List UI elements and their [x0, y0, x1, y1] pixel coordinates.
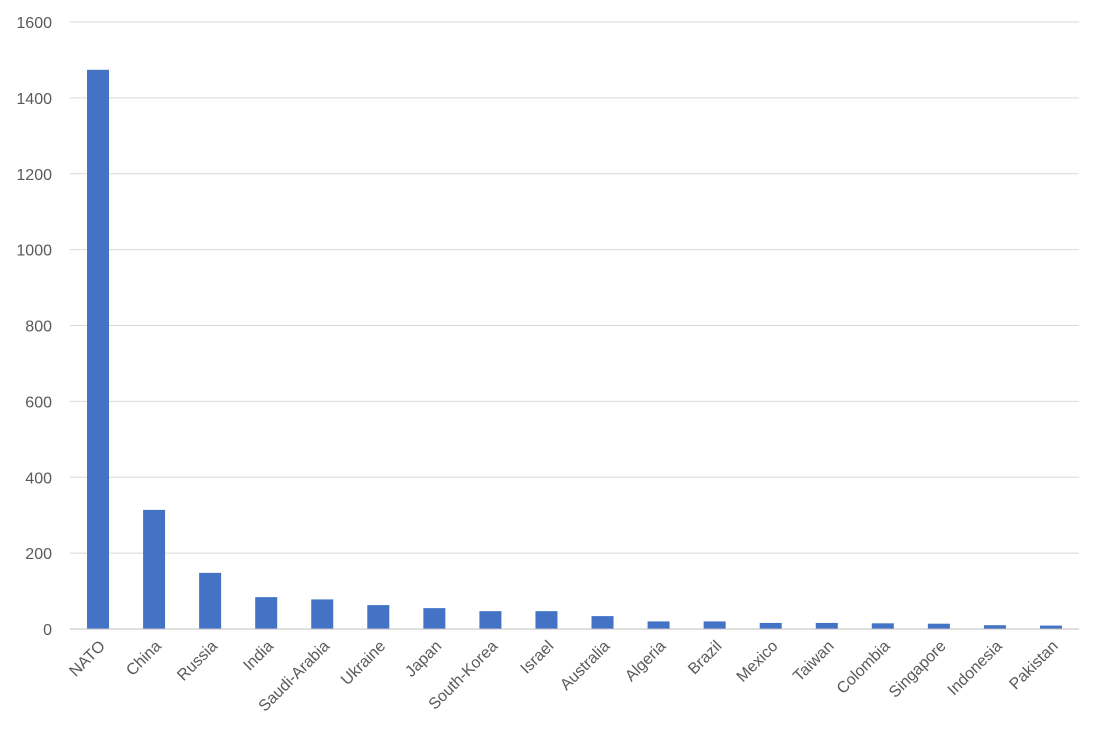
x-tick-label-india: India	[240, 638, 277, 675]
x-tick-label-algeria: Algeria	[622, 638, 669, 685]
x-tick-label-australia: Australia	[557, 638, 613, 694]
x-tick-label-taiwan: Taiwan	[790, 638, 837, 685]
y-tick-label: 1200	[16, 167, 52, 184]
x-tick-label-russia: Russia	[174, 638, 221, 685]
x-tick-label-colombia: Colombia	[834, 638, 894, 698]
x-tick-label-singapore: Singapore	[886, 638, 950, 702]
x-tick-label-nato: NATO	[66, 638, 108, 680]
x-tick-label-ukraine: Ukraine	[338, 638, 389, 689]
x-tick-label-japan: Japan	[402, 638, 445, 681]
bar-pakistan	[1039, 625, 1062, 629]
gridlines	[70, 21, 1079, 554]
y-tick-label: 1400	[16, 91, 52, 108]
x-tick-label-pakistan: Pakistan	[1006, 638, 1061, 693]
bar-south-korea	[479, 611, 502, 629]
bar-russia	[199, 572, 222, 629]
x-tick-label-brazil: Brazil	[685, 638, 725, 678]
bar-nato	[87, 69, 110, 629]
bar-saudi-arabia	[311, 599, 334, 629]
bar-brazil	[703, 621, 726, 629]
x-tick-label-israel: Israel	[518, 638, 558, 678]
bar-singapore	[927, 623, 950, 629]
x-tick-label-mexico: Mexico	[734, 638, 782, 686]
y-tick-label: 400	[25, 470, 52, 487]
y-tick-label: 800	[25, 319, 52, 336]
bars	[87, 69, 1062, 629]
bar-australia	[591, 616, 614, 629]
bar-algeria	[647, 621, 670, 629]
y-tick-label: 600	[25, 394, 52, 411]
x-tick-label-indonesia: Indonesia	[945, 638, 1006, 699]
bar-colombia	[871, 623, 894, 629]
y-tick-label: 200	[25, 546, 52, 563]
y-axis-tick-labels: 0 200 400 600 800 1000 1200 1400 1600	[16, 15, 52, 639]
bar-ukraine	[367, 605, 390, 629]
bar-israel	[535, 611, 558, 629]
y-tick-label: 0	[43, 622, 52, 639]
bar-china	[143, 509, 166, 629]
y-tick-label: 1600	[16, 15, 52, 32]
bar-japan	[423, 608, 446, 629]
y-tick-label: 1000	[16, 243, 52, 260]
bar-indonesia	[983, 625, 1006, 629]
x-tick-label-china: China	[123, 638, 165, 680]
bar-taiwan	[815, 622, 838, 629]
bar-mexico	[759, 622, 782, 629]
bar-india	[255, 597, 278, 629]
